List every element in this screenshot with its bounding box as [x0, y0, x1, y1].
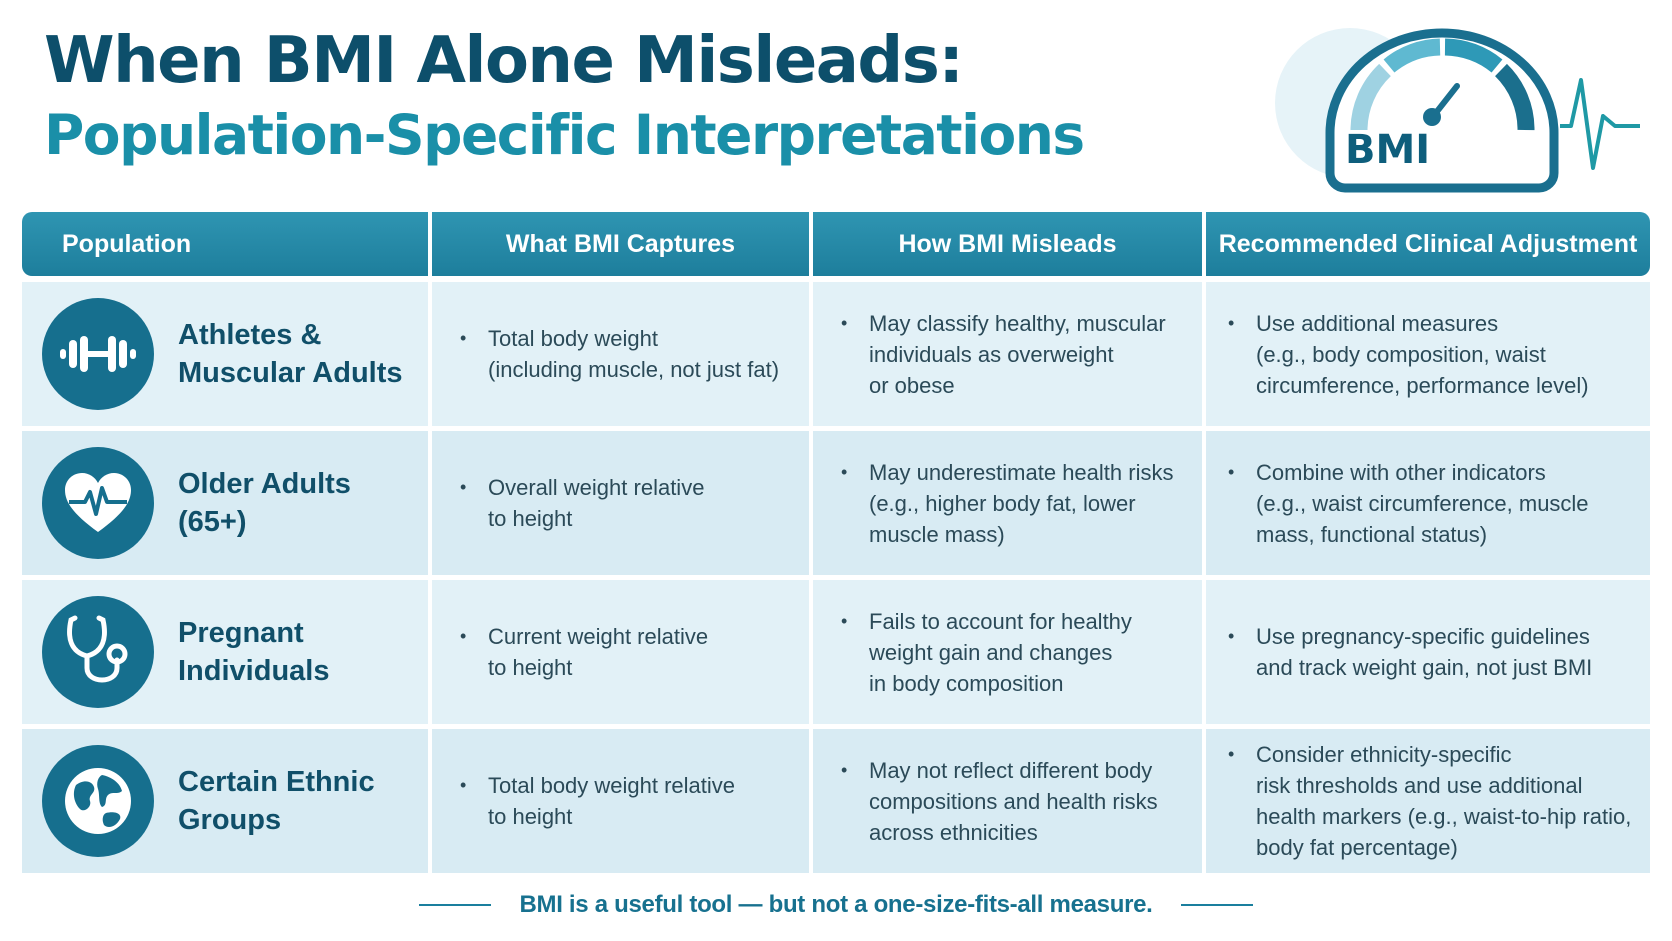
adjustment-cell: • Combine with other indicators (e.g., wa…: [1206, 431, 1650, 575]
footer: BMI is a useful tool — but not a one-siz…: [0, 885, 1672, 925]
gauge-label: BMI: [1345, 127, 1430, 173]
misleads-text: May not reflect different body compositi…: [869, 757, 1158, 845]
population-cell: Older Adults (65+): [22, 431, 428, 575]
table-row: Certain Ethnic Groups • Total body weight…: [22, 729, 1650, 873]
captures-text: Overall weight relative to height: [488, 475, 705, 531]
footer-divider-right: [1180, 904, 1253, 906]
header-misleads: How BMI Misleads: [813, 212, 1202, 276]
population-cell: Pregnant Individuals: [22, 580, 428, 724]
comparison-table: Population What BMI Captures How BMI Mis…: [22, 212, 1650, 877]
bmi-gauge-icon: BMI: [1275, 28, 1640, 193]
adjustment-cell: • Use additional measures (e.g., body com…: [1206, 282, 1650, 426]
captures-cell: • Overall weight relative to height: [432, 431, 809, 575]
footer-tagline: BMI is a useful tool — but not a one-siz…: [519, 891, 1153, 918]
header-captures: What BMI Captures: [432, 212, 809, 276]
table-row: Athletes & Muscular Adults • Total body w…: [22, 282, 1650, 426]
misleads-cell: • Fails to account for healthy weight gai…: [813, 580, 1202, 724]
population-label: Certain Ethnic Groups: [178, 766, 375, 836]
misleads-text: Fails to account for healthy weight gain…: [869, 608, 1132, 696]
globe-icon: [42, 745, 154, 857]
adjustment-text: Combine with other indicators (e.g., wai…: [1256, 459, 1589, 547]
adjustment-cell: • Consider ethnicity-specific risk thresh…: [1206, 729, 1650, 873]
adjustment-text: Consider ethnicity-specific risk thresho…: [1256, 742, 1632, 860]
misleads-text: May classify healthy, muscular individua…: [869, 310, 1166, 398]
misleads-cell: • May not reflect different body composit…: [813, 729, 1202, 873]
title-line-2: Population-Specific Interpretations: [44, 103, 1085, 167]
dumbbell-icon: [42, 298, 154, 410]
captures-cell: • Total body weight (including muscle, no…: [432, 282, 809, 426]
captures-text: Total body weight (including muscle, not…: [488, 326, 780, 382]
title-line-1: When BMI Alone Misleads:: [44, 24, 964, 98]
population-cell: Certain Ethnic Groups: [22, 729, 428, 873]
misleads-cell: • May classify healthy, muscular individu…: [813, 282, 1202, 426]
stethoscope-icon: [42, 596, 154, 708]
footer-divider-left: [419, 904, 492, 906]
adjustment-text: Use additional measures (e.g., body comp…: [1256, 310, 1589, 398]
population-label: Pregnant Individuals: [178, 617, 330, 687]
header-population: Population: [22, 212, 428, 276]
misleads-cell: • May underestimate health risks (e.g., h…: [813, 431, 1202, 575]
header-adjustment: Recommended Clinical Adjustment: [1206, 212, 1650, 276]
adjustment-text: Use pregnancy-specific guidelines and tr…: [1256, 624, 1593, 680]
table-header: Population What BMI Captures How BMI Mis…: [22, 212, 1650, 276]
heart-pulse-icon: [42, 447, 154, 559]
captures-text: Total body weight relative to height: [488, 773, 736, 829]
captures-cell: • Current weight relative to height: [432, 580, 809, 724]
misleads-text: May underestimate health risks (e.g., hi…: [869, 459, 1174, 547]
captures-cell: • Total body weight relative to height: [432, 729, 809, 873]
table-row: Pregnant Individuals • Current weight rel…: [22, 580, 1650, 724]
population-cell: Athletes & Muscular Adults: [22, 282, 428, 426]
page-title: When BMI Alone Misleads: Population-Spec…: [44, 22, 1085, 170]
population-label: Older Adults (65+): [178, 468, 351, 538]
captures-text: Current weight relative to height: [488, 624, 709, 680]
table-row: Older Adults (65+) • Overall weight relat…: [22, 431, 1650, 575]
adjustment-cell: • Use pregnancy-specific guidelines and t…: [1206, 580, 1650, 724]
population-label: Athletes & Muscular Adults: [178, 319, 403, 389]
